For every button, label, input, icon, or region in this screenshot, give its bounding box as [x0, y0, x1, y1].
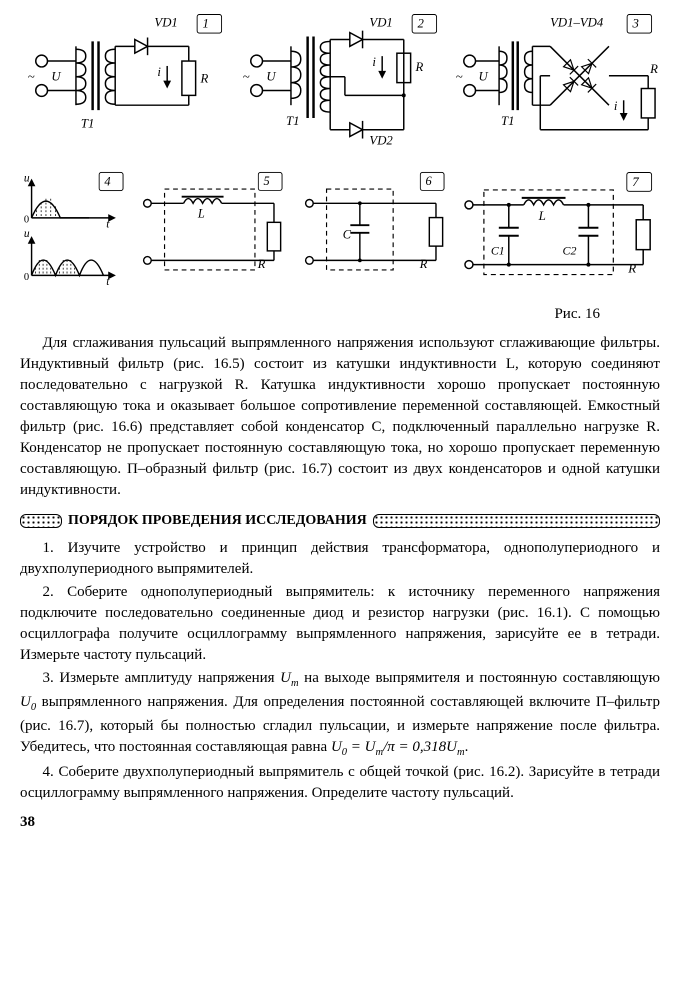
svg-text:~: ~ [456, 70, 463, 84]
svg-text:0: 0 [24, 272, 29, 283]
svg-text:~: ~ [243, 70, 250, 84]
step-3: 3. Измерьте амплитуду напряжения Um на в… [20, 668, 660, 760]
label-vd2: VD2 [369, 133, 393, 147]
diagram-number: 5 [258, 172, 283, 191]
svg-text:~: ~ [28, 70, 35, 84]
label-r: R [257, 257, 266, 271]
label-u: U [478, 70, 488, 84]
diagram-2: VD1 2 ~ U T1 VD2 [235, 10, 445, 158]
step-2: 2. Соберите однополупериодный выпрямител… [20, 582, 660, 666]
label-r: R [415, 60, 424, 74]
page-number: 38 [20, 812, 660, 833]
section-title: ПОРЯДОК ПРОВЕДЕНИЯ ИССЛЕДОВАНИЯ [68, 511, 367, 531]
label-vd1: VD1 [369, 16, 392, 30]
diagram-7: 7 L C1 C2 [457, 168, 660, 298]
diagram-6: 6 C R [296, 168, 452, 298]
circuit-diagrams-row2: 4 u 0 t u 0 t 5 [20, 168, 660, 298]
diagram-number: 7 [626, 172, 652, 192]
label-l: L [197, 207, 205, 221]
label-l: L [538, 208, 546, 223]
label-vd: VD1–VD4 [550, 16, 604, 30]
dots-decoration-right [373, 514, 660, 528]
svg-text:u: u [24, 173, 30, 185]
diagram-4: 4 u 0 t u 0 t [20, 168, 129, 298]
step-4: 4. Соберите двухполупериодный выпрямител… [20, 762, 660, 804]
label-t1: T1 [501, 114, 514, 128]
diagram-number: 6 [419, 172, 444, 191]
figure-caption: Рис. 16 [20, 304, 660, 325]
label-u: U [51, 70, 61, 84]
diagram-5: 5 L R [134, 168, 290, 298]
label-r: R [649, 62, 658, 76]
paragraph-filters: Для сглаживания пульсаций выпрямленного … [20, 333, 660, 501]
diagram-3: VD1–VD4 3 ~ U T1 [450, 10, 660, 158]
step-1: 1. Изучите устройство и принцип действия… [20, 538, 660, 580]
label-r: R [200, 72, 209, 86]
svg-text:u: u [24, 228, 30, 240]
diagram-number: 2 [412, 14, 438, 34]
label-i: i [614, 99, 618, 113]
label-t1: T1 [286, 114, 299, 128]
label-u: U [266, 70, 276, 84]
label-i: i [157, 65, 161, 79]
diagram-number: 3 [627, 14, 653, 34]
svg-text:0: 0 [24, 215, 29, 226]
label-c: C [342, 228, 351, 242]
diagram-number: 1 [197, 14, 223, 34]
label-i: i [372, 55, 376, 69]
label-c2: C2 [562, 244, 576, 258]
dots-decoration-left [20, 514, 62, 528]
label-vd1: VD1 [154, 16, 177, 30]
diagram-1: VD1 1 ~ U T1 [20, 10, 230, 158]
section-header: ПОРЯДОК ПРОВЕДЕНИЯ ИССЛЕДОВАНИЯ [20, 511, 660, 531]
label-r: R [418, 257, 427, 271]
diagram-number: 4 [99, 172, 124, 191]
circuit-diagrams-row1: VD1 1 ~ U T1 [20, 10, 660, 158]
label-c1: C1 [491, 244, 505, 258]
label-t1: T1 [81, 117, 94, 131]
label-r: R [627, 261, 636, 276]
